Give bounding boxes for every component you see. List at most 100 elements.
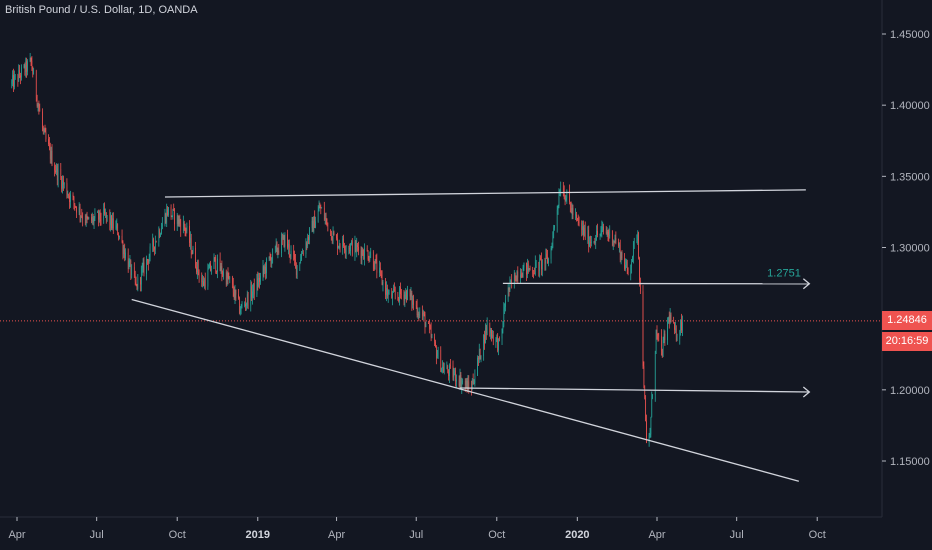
candle-body bbox=[584, 227, 585, 235]
candle-body bbox=[663, 333, 665, 340]
candle-body bbox=[100, 219, 102, 221]
candle-body bbox=[264, 266, 266, 271]
candle-body bbox=[217, 258, 218, 272]
candle-body bbox=[368, 259, 370, 261]
candle-body bbox=[614, 237, 616, 242]
candle-body bbox=[452, 365, 454, 378]
candle-body bbox=[436, 356, 438, 359]
candle-body bbox=[644, 387, 646, 398]
candle-body bbox=[232, 276, 233, 285]
candle-body bbox=[262, 266, 264, 276]
candle-body bbox=[380, 267, 381, 271]
y-tick-label: 1.45000 bbox=[890, 29, 930, 41]
x-tick-label: 2019 bbox=[246, 529, 270, 541]
x-tick-label: Apr bbox=[8, 529, 25, 541]
candle-body bbox=[226, 272, 228, 285]
candle-body bbox=[105, 212, 107, 218]
candle-body bbox=[454, 370, 456, 375]
candle-body bbox=[588, 230, 590, 247]
candle-body bbox=[74, 203, 76, 207]
candle-body bbox=[246, 294, 248, 304]
candle-body bbox=[472, 380, 474, 384]
candle-body bbox=[338, 246, 340, 247]
candle-body bbox=[601, 227, 603, 231]
candle-body bbox=[575, 214, 576, 216]
candle-body bbox=[534, 262, 536, 274]
candle-body bbox=[626, 261, 628, 269]
candle-body bbox=[639, 257, 640, 281]
candle-body bbox=[538, 262, 540, 272]
candle-body bbox=[327, 222, 329, 231]
candle-body bbox=[61, 177, 62, 189]
candle-body bbox=[56, 166, 57, 173]
candle-body bbox=[464, 381, 466, 386]
candle-body bbox=[603, 226, 604, 231]
candle-body bbox=[491, 329, 492, 338]
candle-body bbox=[79, 207, 81, 217]
candle-body bbox=[344, 245, 345, 251]
candle-body bbox=[158, 230, 160, 242]
candle-body bbox=[545, 253, 547, 264]
candle-body bbox=[92, 217, 94, 223]
candle-body bbox=[270, 257, 272, 265]
candle-body bbox=[650, 416, 652, 435]
candle-body bbox=[240, 305, 242, 313]
candle-body bbox=[496, 336, 498, 338]
candle-body bbox=[398, 297, 400, 302]
candle-body bbox=[116, 224, 118, 226]
candle-body bbox=[578, 221, 580, 223]
candle-body bbox=[458, 379, 460, 386]
candle-body bbox=[258, 277, 259, 287]
candle-body bbox=[447, 366, 449, 372]
candle-body bbox=[523, 262, 525, 268]
candle-body bbox=[669, 314, 671, 322]
candle-body bbox=[252, 291, 253, 298]
candle-body bbox=[246, 303, 247, 306]
candle-body bbox=[680, 320, 681, 331]
candle-body bbox=[387, 287, 388, 297]
candle-body bbox=[256, 278, 258, 295]
candle-body bbox=[174, 209, 175, 225]
candle-body bbox=[87, 218, 89, 219]
candle-body bbox=[367, 251, 369, 260]
candle-body bbox=[394, 291, 396, 296]
candle-body bbox=[134, 267, 135, 275]
candle-body bbox=[179, 219, 181, 223]
y-tick-label: 1.40000 bbox=[890, 100, 930, 112]
candle-body bbox=[572, 208, 574, 215]
candle-body bbox=[122, 242, 124, 254]
candle-body bbox=[498, 338, 499, 351]
candle-body bbox=[532, 269, 533, 274]
candle-body bbox=[670, 314, 672, 323]
candle-body bbox=[299, 262, 301, 266]
candle-body bbox=[352, 241, 353, 255]
candle-body bbox=[220, 266, 222, 271]
candle-body bbox=[424, 314, 426, 328]
candle-body bbox=[626, 261, 627, 266]
candle-body bbox=[149, 246, 151, 257]
candle-body bbox=[62, 180, 63, 189]
candle-body bbox=[293, 250, 294, 255]
candle-body bbox=[82, 216, 83, 220]
x-tick-label: Oct bbox=[169, 529, 186, 541]
candle-body bbox=[113, 218, 114, 229]
candle-body bbox=[288, 244, 290, 255]
candle-body bbox=[134, 274, 136, 282]
candle-body bbox=[387, 293, 389, 297]
candle-body bbox=[191, 253, 193, 254]
candle-body bbox=[507, 287, 509, 301]
candle-body bbox=[391, 292, 393, 299]
candle-body bbox=[283, 235, 285, 247]
candle-body bbox=[296, 265, 298, 276]
candle-body bbox=[207, 269, 209, 287]
candle-body bbox=[141, 267, 143, 270]
candle-body bbox=[111, 215, 112, 229]
candle-body bbox=[668, 317, 669, 322]
candle-body bbox=[369, 256, 371, 260]
candle-body bbox=[406, 291, 407, 301]
trend-line bbox=[164, 189, 806, 198]
candle-body bbox=[259, 277, 260, 282]
candle-body bbox=[223, 271, 224, 276]
candle-body bbox=[351, 241, 352, 245]
